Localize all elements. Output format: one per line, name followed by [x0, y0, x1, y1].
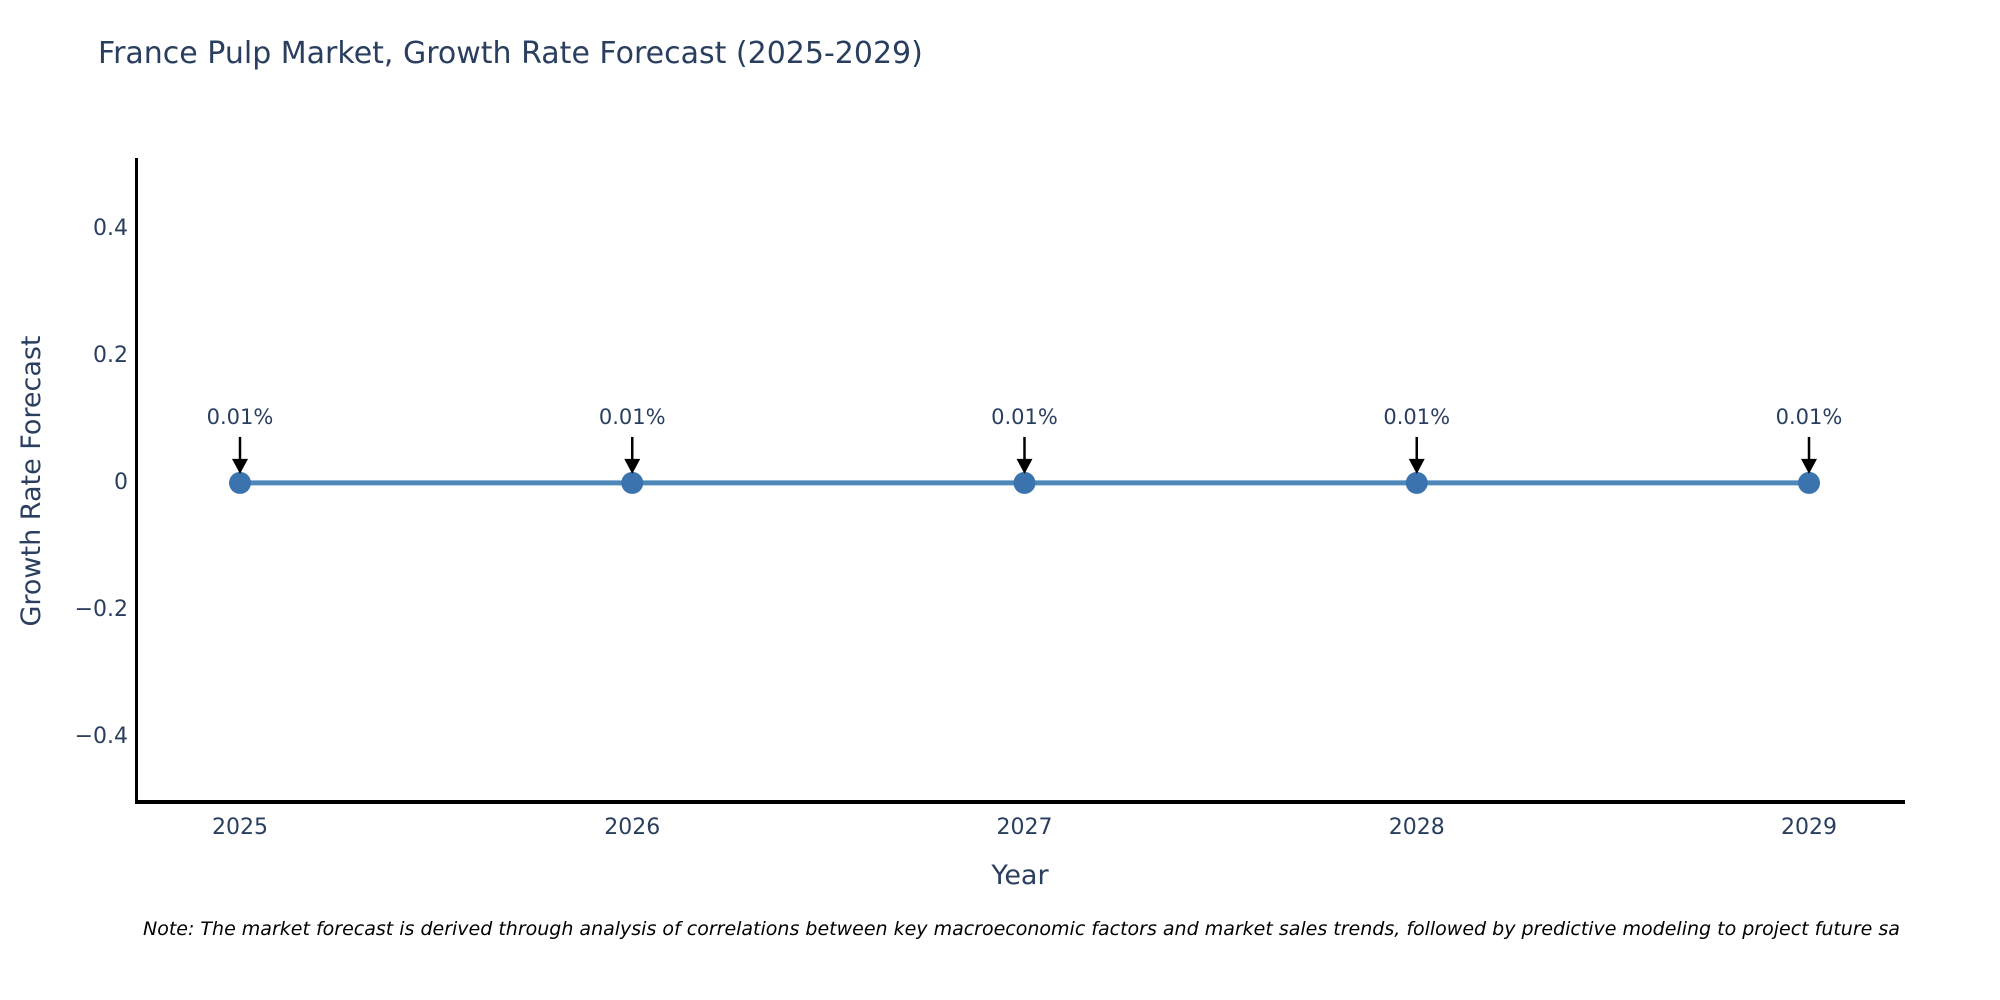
y-tick-label: −0.2 — [74, 597, 128, 622]
annotation-arrowhead-icon — [1408, 458, 1425, 474]
x-axis-title: Year — [991, 860, 1049, 891]
y-tick-label: 0 — [114, 470, 128, 495]
x-axis-line — [135, 800, 1905, 804]
data-point-marker — [229, 471, 251, 494]
x-tick-label: 2025 — [212, 815, 268, 840]
data-point-label: 0.01% — [991, 404, 1058, 429]
footnote: Note: The market forecast is derived thr… — [143, 918, 1900, 940]
data-point-marker — [1405, 471, 1428, 494]
y-tick-label: −0.4 — [74, 724, 128, 749]
annotation-arrowhead-icon — [232, 458, 248, 474]
data-point-marker — [1013, 471, 1036, 494]
data-point-label: 0.01% — [1383, 404, 1451, 429]
data-point-marker — [1798, 471, 1820, 494]
x-tick-label: 2028 — [1388, 815, 1445, 840]
data-point-label: 0.01% — [598, 404, 666, 429]
x-tick-label: 2027 — [996, 815, 1053, 840]
data-point-marker — [621, 471, 644, 494]
data-point-label: 0.01% — [1775, 404, 1843, 429]
x-tick-label: 2026 — [604, 815, 661, 840]
y-tick-label: 0.2 — [93, 343, 128, 368]
y-tick-label: 0.4 — [93, 216, 128, 241]
annotation-arrowhead-icon — [1016, 458, 1033, 474]
y-axis-line — [135, 158, 138, 804]
data-point-label: 0.01% — [206, 404, 274, 429]
x-tick-label: 2029 — [1781, 815, 1837, 840]
annotation-arrowhead-icon — [1801, 458, 1817, 474]
chart-title: France Pulp Market, Growth Rate Forecast… — [98, 36, 923, 71]
annotation-arrowhead-icon — [624, 458, 641, 474]
